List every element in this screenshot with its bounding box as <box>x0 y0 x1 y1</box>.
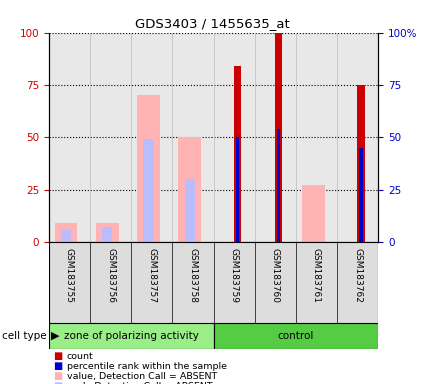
Bar <box>96 223 119 242</box>
Bar <box>359 148 363 242</box>
Bar <box>61 229 71 242</box>
Text: GSM183756: GSM183756 <box>106 248 115 303</box>
Bar <box>184 179 195 242</box>
Bar <box>275 33 282 242</box>
Text: zone of polarizing activity: zone of polarizing activity <box>64 331 198 341</box>
Text: GSM183760: GSM183760 <box>271 248 280 303</box>
Text: GSM183762: GSM183762 <box>353 248 362 303</box>
Text: ■: ■ <box>53 371 62 381</box>
Text: control: control <box>278 331 314 341</box>
Text: ■: ■ <box>53 361 62 371</box>
FancyBboxPatch shape <box>49 323 213 349</box>
Text: GDS3403 / 1455635_at: GDS3403 / 1455635_at <box>135 17 290 30</box>
Text: ▶: ▶ <box>51 331 60 341</box>
Bar <box>178 137 201 242</box>
Text: GSM183755: GSM183755 <box>65 248 74 303</box>
Text: ■: ■ <box>53 381 62 384</box>
Bar <box>55 223 77 242</box>
Text: value, Detection Call = ABSENT: value, Detection Call = ABSENT <box>67 372 217 381</box>
Text: GSM183761: GSM183761 <box>312 248 321 303</box>
Text: GSM183758: GSM183758 <box>188 248 198 303</box>
Text: ■: ■ <box>53 351 62 361</box>
Text: percentile rank within the sample: percentile rank within the sample <box>67 362 227 371</box>
Bar <box>102 227 113 242</box>
FancyBboxPatch shape <box>213 323 378 349</box>
Text: GSM183759: GSM183759 <box>230 248 239 303</box>
Text: count: count <box>67 352 94 361</box>
Text: cell type: cell type <box>2 331 47 341</box>
Bar <box>357 85 365 242</box>
Bar <box>143 139 153 242</box>
Bar <box>277 129 280 242</box>
Bar <box>137 95 160 242</box>
Bar <box>302 185 325 242</box>
Bar <box>236 137 239 242</box>
Bar <box>234 66 241 242</box>
Text: rank, Detection Call = ABSENT: rank, Detection Call = ABSENT <box>67 382 212 384</box>
Text: GSM183757: GSM183757 <box>147 248 156 303</box>
